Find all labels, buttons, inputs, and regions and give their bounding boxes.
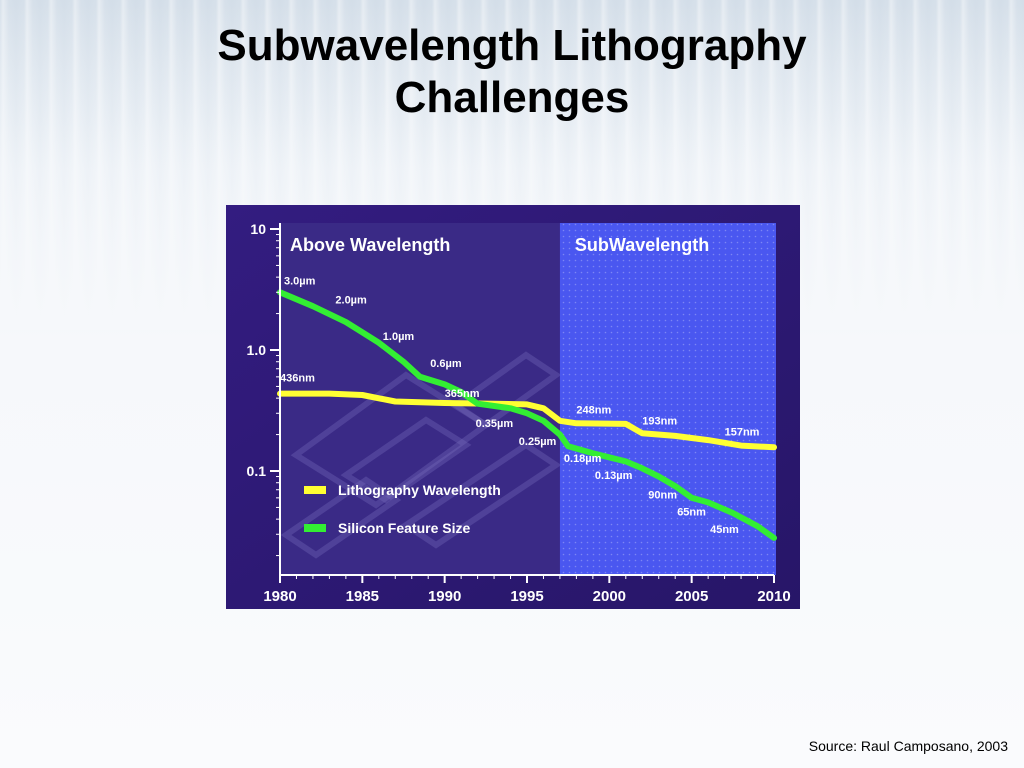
data-label: 436nm [280,373,315,385]
data-label: 1.0µm [383,331,415,343]
lithography-wavelength-line [277,390,777,451]
chart-svg: Above Wavelength SubWavelength 436nm 365nm… [226,205,800,609]
data-label: 45nm [710,524,739,536]
y-tick-label: 10 [250,221,266,237]
chip-trace [340,416,472,504]
x-tick-label: 2005 [675,588,708,605]
data-label: 248nm [576,404,611,416]
data-label: 3.0µm [284,275,316,287]
data-label: 0.35µm [476,418,514,430]
slide-title: Subwavelength Lithography Challenges [0,20,1024,124]
data-label: 365nm [445,388,480,400]
legend-swatch [304,524,326,532]
lithography-chart: Above Wavelength SubWavelength 436nm 365nm… [226,205,800,609]
silicon-feature-size-line [277,289,777,541]
chip-trace [280,476,402,559]
series-lines [277,289,777,541]
legend-label: Lithography Wavelength [338,482,501,498]
x-tick-label: 2000 [593,588,626,605]
data-label: 65nm [677,507,706,519]
source-citation: Source: Raul Camposano, 2003 [808,738,1008,754]
data-label: 0.13µm [595,470,633,482]
chart-legend: Lithography Wavelength Silicon Feature Si… [304,482,501,536]
x-tick-label: 2010 [757,588,790,605]
chip-decoration [280,351,562,559]
legend-label: Silicon Feature Size [338,520,470,536]
subwavelength-region-texture [559,223,776,575]
region-label: Above Wavelength [290,235,450,255]
slide-title-line-1: Subwavelength Lithography [217,21,807,70]
data-label: 0.6µm [430,358,462,370]
chip-trace [400,441,562,549]
point-labels: 436nm 365nm 248nm 193nm 157nm 3.0µm 2.0µm 1.0µm… [280,275,760,536]
data-label: 193nm [642,415,677,427]
y-tick-label: 0.1 [247,463,267,479]
data-label: 157nm [725,426,760,438]
chip-trace [450,351,562,429]
axes: 10 1.0 0.1 1980 1985 1990 1995 2000 2005 2010 [247,221,791,605]
data-label: 90nm [648,490,677,502]
data-label: 2.0µm [335,295,367,307]
x-tick-label: 1995 [510,588,543,605]
x-tick-label: 1980 [263,588,296,605]
x-tick-label: 1985 [346,588,379,605]
slide-title-line-2: Challenges [394,73,630,122]
data-label: 0.25µm [519,436,557,448]
y-tick-label: 1.0 [247,342,267,358]
legend-swatch [304,486,326,494]
region-label: SubWavelength [575,235,709,255]
x-tick-label: 1990 [428,588,461,605]
data-label: 0.18µm [564,453,602,465]
chip-trace [290,371,492,509]
